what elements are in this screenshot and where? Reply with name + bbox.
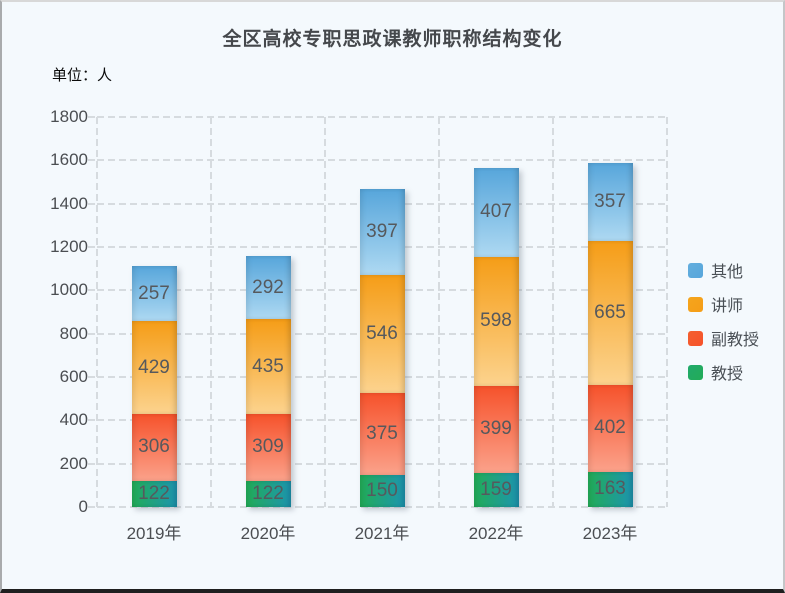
bar-value-label: 665 [594, 301, 626, 323]
y-axis-label: 800 [59, 323, 88, 343]
bar-segment-副教授[interactable]: 309 [245, 413, 291, 481]
bar-value-label: 159 [480, 478, 512, 500]
bar-value-label: 257 [138, 282, 170, 304]
gridline-horizontal [97, 159, 667, 162]
bar-segment-讲师[interactable]: 429 [131, 321, 177, 415]
y-axis-label: 1800 [50, 107, 88, 126]
y-axis-label: 200 [59, 453, 88, 473]
legend-label: 讲师 [711, 298, 744, 315]
gridline-vertical [666, 117, 668, 507]
y-axis-tick [88, 462, 95, 465]
bar-segment-教授[interactable]: 150 [359, 474, 405, 507]
bar-segment-副教授[interactable]: 375 [359, 393, 405, 475]
legend-swatch-icon [688, 296, 703, 312]
x-axis-label: 2023年 [582, 524, 638, 543]
x-axis-label: 2019年 [126, 524, 182, 543]
bar-segment-教授[interactable]: 159 [473, 472, 519, 507]
bar-segment-其他[interactable]: 357 [587, 163, 633, 241]
bar-value-label: 306 [138, 436, 170, 458]
legend-swatch-icon [688, 330, 703, 346]
bar-segment-其他[interactable]: 257 [131, 265, 177, 322]
legend-item-其他[interactable]: 其他 [688, 258, 759, 282]
y-axis-label: 0 [78, 497, 88, 516]
gridline-vertical [552, 117, 554, 507]
legend-swatch-icon [688, 262, 703, 278]
bar-value-label: 435 [252, 355, 284, 377]
bar-segment-副教授[interactable]: 306 [131, 414, 177, 481]
bar-value-label: 309 [252, 436, 284, 458]
bar-segment-教授[interactable]: 122 [245, 480, 291, 507]
bar-segment-教授[interactable]: 163 [587, 471, 633, 507]
y-axis-tick [88, 159, 95, 162]
plot-area: 257 429 306 122 292 435 309 122 397 546 375 150 407 5… [88, 116, 668, 508]
legend-swatch-icon [688, 364, 703, 380]
stacked-bar: 292 435 309 122 [245, 256, 291, 507]
x-axis-label: 2020年 [240, 524, 296, 543]
x-axis-label: 2022年 [468, 524, 524, 543]
stacked-bar: 257 429 306 122 [131, 265, 177, 507]
gridline-vertical [438, 117, 440, 507]
bar-value-label: 397 [366, 220, 398, 242]
stacked-bar: 407 598 399 159 [473, 168, 519, 507]
bar-value-label: 122 [138, 482, 170, 504]
bar-segment-其他[interactable]: 292 [245, 256, 291, 320]
bar-segment-副教授[interactable]: 402 [587, 384, 633, 472]
unit-label: 单位：人 [52, 67, 113, 84]
bar-value-label: 163 [594, 478, 626, 500]
legend-item-讲师[interactable]: 讲师 [688, 292, 759, 316]
gridline-horizontal [97, 506, 667, 508]
y-axis-label: 400 [59, 410, 88, 430]
bar-value-label: 399 [480, 418, 512, 440]
bar-value-label: 407 [480, 201, 512, 223]
legend-label: 教授 [711, 366, 744, 383]
y-axis-tick [88, 376, 95, 378]
y-axis-label: 1600 [50, 150, 88, 170]
legend-label: 副教授 [711, 332, 760, 349]
bar-value-label: 598 [480, 310, 512, 332]
legend: 其他 讲师 副教授 教授 [688, 258, 759, 384]
bar-segment-讲师[interactable]: 546 [359, 274, 405, 394]
bar-value-label: 122 [252, 482, 284, 504]
y-axis-label: 1200 [50, 237, 88, 256]
gridline-vertical [96, 117, 98, 507]
bar-segment-讲师[interactable]: 598 [473, 256, 519, 387]
chart-title: 全区高校专职思政课教师职称结构变化 [222, 29, 563, 50]
legend-item-教授[interactable]: 教授 [688, 360, 759, 384]
y-axis-tick [88, 506, 95, 508]
y-axis-tick [88, 246, 95, 248]
bar-segment-讲师[interactable]: 435 [245, 319, 291, 414]
bar-segment-讲师[interactable]: 665 [587, 240, 633, 385]
y-axis-tick [88, 116, 95, 118]
bar-value-label: 292 [252, 276, 284, 298]
y-axis-tick [88, 289, 95, 292]
stacked-bar: 357 665 402 163 [587, 163, 633, 507]
legend-label: 其他 [711, 264, 744, 281]
bar-value-label: 375 [366, 422, 398, 444]
y-axis-label: 1400 [50, 193, 88, 213]
gridline-horizontal [97, 116, 667, 118]
legend-item-副教授[interactable]: 副教授 [688, 326, 759, 350]
stacked-bar: 397 546 375 150 [359, 188, 405, 507]
y-axis-tick [88, 202, 95, 205]
bar-segment-其他[interactable]: 397 [359, 188, 405, 275]
y-axis-tick [88, 332, 95, 335]
bar-segment-其他[interactable]: 407 [473, 168, 519, 257]
bar-segment-副教授[interactable]: 399 [473, 386, 519, 473]
gridline-vertical [210, 117, 212, 507]
y-axis-label: 600 [59, 367, 88, 386]
bar-segment-教授[interactable]: 122 [131, 480, 177, 507]
gridline-vertical [324, 117, 326, 507]
x-axis-label: 2021年 [354, 524, 410, 543]
y-axis-tick [88, 419, 95, 422]
bar-value-label: 150 [366, 479, 398, 501]
y-axis-label: 1000 [50, 280, 88, 300]
